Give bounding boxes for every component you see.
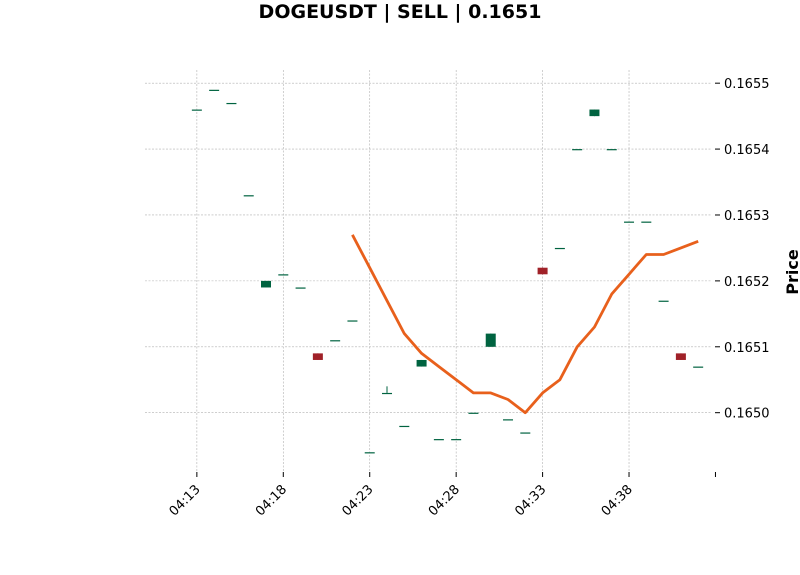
- candle: [347, 320, 358, 322]
- candle-body: [295, 287, 306, 289]
- y-tick-label: 0.1652: [724, 275, 770, 290]
- candle: [382, 386, 393, 395]
- candle-body: [641, 221, 652, 223]
- candle-body: [589, 109, 600, 117]
- grid-layer: [145, 70, 712, 472]
- candle-body: [503, 419, 514, 421]
- candle-body: [416, 359, 427, 367]
- y-tick-label: 0.1654: [724, 143, 770, 158]
- x-tick-label: 04:13: [167, 482, 204, 519]
- moving-average-line: [351, 234, 699, 415]
- x-tick-label: 04:23: [339, 482, 376, 519]
- candle: [295, 287, 306, 289]
- candle-body: [433, 439, 444, 441]
- candle: [226, 102, 237, 105]
- candle-body: [658, 300, 669, 302]
- y-tick-label: 0.1651: [724, 341, 770, 356]
- candle-body: [243, 195, 254, 197]
- candle-body: [451, 439, 462, 441]
- x-tick-label: 04:28: [426, 482, 463, 519]
- x-tick-label: 04:18: [253, 482, 290, 519]
- candle-body: [312, 353, 323, 360]
- candle-body: [693, 366, 704, 368]
- chart-title: DOGEUSDT | SELL | 0.1651: [259, 1, 542, 23]
- candle-body: [399, 425, 410, 428]
- candle-body: [209, 89, 220, 91]
- candle: [520, 432, 531, 434]
- candle: [364, 452, 375, 454]
- candle-body: [554, 247, 565, 250]
- candle-body: [572, 149, 583, 151]
- candle-body: [468, 412, 479, 414]
- axes-layer: 04:13 04:18 04:23 04:28 04:33 04:38 0.1650 0.16…: [167, 77, 770, 519]
- candle-body: [606, 149, 617, 151]
- candle-body: [364, 452, 375, 454]
- candle: [191, 109, 202, 111]
- candle: [243, 195, 254, 197]
- candle: [399, 425, 410, 428]
- candle: [209, 89, 220, 91]
- candle-body: [330, 340, 341, 342]
- candle: [485, 333, 496, 347]
- x-tick-label: 04:38: [599, 482, 636, 519]
- candle-body: [624, 221, 635, 223]
- candle: [261, 280, 272, 288]
- candle: [433, 439, 444, 441]
- candles-layer: [191, 89, 704, 454]
- candle: [606, 149, 617, 151]
- candle: [641, 221, 652, 223]
- candle: [278, 274, 289, 276]
- candle: [658, 300, 669, 302]
- candle: [416, 359, 427, 367]
- candle: [503, 419, 514, 421]
- candle-body: [675, 353, 686, 360]
- candle: [693, 366, 704, 368]
- y-tick-label: 0.1650: [724, 407, 770, 422]
- moving-average-layer: [351, 234, 699, 415]
- candle: [537, 267, 548, 275]
- candle-body: [347, 320, 358, 322]
- candle: [451, 439, 462, 441]
- candle: [312, 353, 323, 360]
- x-tick-label: 04:33: [512, 482, 549, 519]
- candle: [624, 221, 635, 223]
- candle: [554, 247, 565, 250]
- candle-body: [226, 102, 237, 105]
- candle-body: [485, 333, 496, 347]
- candle-body: [261, 280, 272, 288]
- candle: [675, 353, 686, 360]
- candle: [468, 412, 479, 414]
- candle-body: [520, 432, 531, 434]
- candle-body: [382, 392, 393, 395]
- candle-body: [278, 274, 289, 276]
- y-tick-label: 0.1655: [724, 77, 770, 92]
- candle: [572, 149, 583, 151]
- candle-body: [537, 267, 548, 275]
- candle: [589, 109, 600, 117]
- y-tick-label: 0.1653: [724, 209, 770, 224]
- candle-body: [191, 109, 202, 111]
- y-axis-label: Price: [783, 249, 800, 295]
- candle: [330, 340, 341, 342]
